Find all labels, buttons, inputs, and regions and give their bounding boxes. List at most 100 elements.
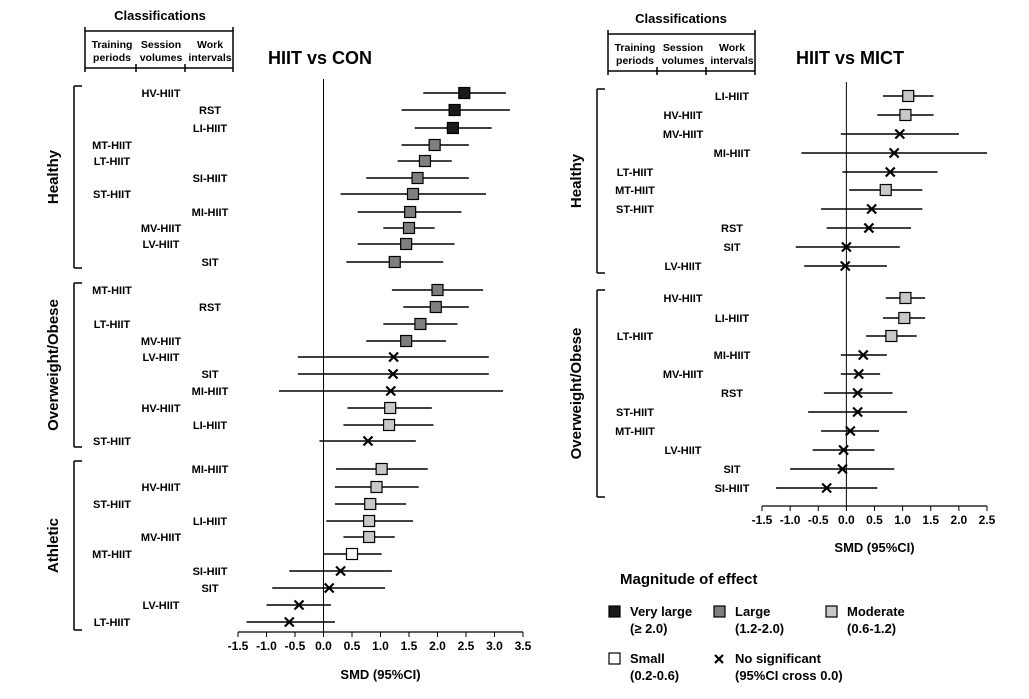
no-significant-marker — [853, 368, 865, 380]
row-label: SIT — [201, 583, 218, 595]
row-label: MV-HIIT — [141, 532, 182, 544]
moderate-marker — [885, 329, 898, 343]
forest-row: SIT — [723, 463, 895, 476]
forest-row: LI-HIIT — [715, 89, 934, 103]
row-label: SI-HIIT — [193, 173, 228, 185]
col-header-work-2: intervals — [188, 52, 231, 64]
large-marker — [428, 138, 441, 152]
x-axis-label: SMD (95%CI) — [340, 667, 420, 682]
no-significant-marker — [821, 482, 832, 494]
no-significant-marker — [857, 349, 869, 361]
row-label: RST — [199, 302, 221, 314]
x-tick-label: 3.5 — [515, 639, 532, 653]
forest-row: SIT — [723, 241, 900, 254]
moderate-marker — [363, 514, 376, 528]
moderate-marker — [370, 480, 383, 494]
col-header-training-2: periods — [93, 52, 131, 64]
row-label: RST — [721, 223, 743, 235]
row-label: LV-HIIT — [142, 352, 179, 364]
moderate-marker — [902, 89, 915, 103]
x-tick-label: 1.5 — [401, 639, 418, 653]
forest-row: HV-HIIT — [663, 108, 934, 122]
row-label: ST-HIIT — [616, 407, 654, 419]
row-label: ST-HIIT — [93, 436, 131, 448]
large-marker — [400, 334, 413, 348]
row-label: LT-HIIT — [94, 319, 131, 331]
no-significant-marker — [335, 565, 346, 577]
legend-title: Magnitude of effect — [620, 571, 758, 588]
legend-swatch — [825, 605, 838, 618]
forest-row: ST-HIIT — [93, 435, 416, 448]
no-significant-marker — [894, 128, 906, 140]
chart-title: HIIT vs MICT — [796, 48, 904, 68]
large-marker — [411, 171, 424, 185]
forest-row: LI-HIIT — [193, 418, 434, 432]
small-marker — [345, 547, 359, 561]
group-label: Athletic — [45, 518, 62, 573]
row-label: SIT — [201, 369, 218, 381]
legend-range: (0.6-1.2) — [847, 621, 896, 636]
row-label: LT-HIIT — [617, 331, 654, 343]
large-marker — [400, 237, 413, 251]
forest-plot-hiit-vs-con: HIIT vs CON -1.5 -1.0 -0.5 0.0 0.5 1.0 1.5 2.0 2.… — [45, 48, 532, 682]
legend-items: Very large (≥ 2.0) Large (1.2-2.0) Moderate (… — [608, 604, 905, 683]
row-label: RST — [199, 105, 221, 117]
no-significant-marker — [387, 368, 399, 380]
row-label: SI-HIIT — [715, 483, 750, 495]
legend-swatch — [713, 605, 726, 618]
row-label: MI-HIIT — [192, 464, 229, 476]
row-label: ST-HIIT — [616, 204, 654, 216]
forest-row: MV-HIIT — [663, 128, 959, 141]
row-label: LT-HIIT — [94, 156, 131, 168]
forest-row: ST-HIIT — [93, 187, 486, 201]
forest-row: SI-HIIT — [193, 565, 392, 578]
x-tick-label: -1.5 — [228, 639, 249, 653]
row-label: LT-HIIT — [617, 167, 654, 179]
col-header-work-2: intervals — [710, 55, 753, 67]
x-tick-label: 0.5 — [866, 513, 883, 527]
col-header-training-2: periods — [616, 55, 654, 67]
x-tick-label: 0.0 — [315, 639, 332, 653]
forest-row: SIT — [201, 368, 489, 381]
row-label: SIT — [723, 242, 740, 254]
col-header-session-1: Session — [141, 39, 181, 51]
row-label: LI-HIIT — [193, 516, 227, 528]
col-header-work-1: Work — [719, 42, 745, 54]
row-label: ST-HIIT — [93, 499, 131, 511]
forest-row: MI-HIIT — [192, 462, 428, 476]
legend-label: Very large — [630, 604, 692, 619]
row-label: MI-HIIT — [714, 148, 751, 160]
large-marker — [429, 300, 442, 314]
forest-plot-hiit-vs-mict: HIIT vs MICT -1.5 -1.0 -0.5 0.0 0.5 1.0 1.5 2.0 2… — [568, 48, 996, 555]
no-significant-marker — [284, 616, 295, 628]
no-significant-marker — [888, 147, 900, 159]
row-label: MV-HIIT — [141, 336, 182, 348]
forest-row: MT-HIIT — [92, 547, 382, 561]
row-label: MT-HIIT — [92, 140, 132, 152]
classifications-title: Classifications — [635, 11, 727, 26]
large-marker — [388, 255, 401, 269]
forest-row: SI-HIIT — [193, 171, 469, 185]
no-significant-marker — [362, 435, 374, 447]
x-tick-label: 2.0 — [951, 513, 968, 527]
very-large-marker — [446, 121, 459, 135]
legend-label: No significant — [735, 651, 822, 666]
no-significant-marker — [293, 599, 305, 611]
moderate-marker — [899, 108, 912, 122]
forest-row: MI-HIIT — [192, 205, 462, 219]
forest-row: SIT — [201, 582, 386, 595]
legend-swatch — [608, 605, 621, 618]
row-label: HV-HIIT — [663, 293, 702, 305]
moderate-marker — [382, 418, 396, 432]
legend-swatch — [608, 652, 621, 665]
row-label: MT-HIIT — [615, 426, 655, 438]
legend-item-very-large: Very large (≥ 2.0) — [608, 604, 692, 636]
x-tick-label: -1.5 — [752, 513, 773, 527]
x-tick-label: 1.0 — [894, 513, 911, 527]
forest-row: MV-HIIT — [141, 221, 435, 235]
forest-row: MT-HIIT — [615, 425, 879, 438]
forest-row: HV-HIIT — [663, 291, 926, 305]
group-label: Healthy — [568, 153, 585, 208]
large-marker — [404, 205, 417, 219]
large-marker — [414, 317, 427, 331]
